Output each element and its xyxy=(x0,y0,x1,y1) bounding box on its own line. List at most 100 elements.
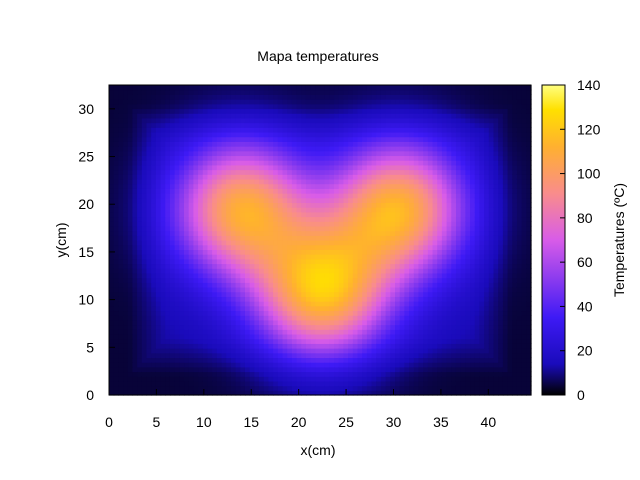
heatmap-cell xyxy=(132,169,138,175)
heatmap-cell xyxy=(395,99,401,105)
heatmap-cell xyxy=(160,127,166,133)
heatmap-cell xyxy=(446,202,452,208)
heatmap-cell xyxy=(455,338,462,344)
heatmap-cell xyxy=(169,85,176,91)
heatmap-cell xyxy=(451,188,457,194)
heatmap-cell xyxy=(118,85,124,91)
heatmap-cell xyxy=(273,122,279,128)
heatmap-cell xyxy=(418,315,424,321)
heatmap-cell xyxy=(315,286,321,293)
heatmap-cell xyxy=(216,357,223,363)
heatmap-cell xyxy=(287,362,293,368)
heatmap-cell xyxy=(296,277,302,283)
heatmap-cell xyxy=(132,305,138,312)
heatmap-cell xyxy=(212,343,218,349)
heatmap-cell xyxy=(268,319,274,326)
heatmap-cell xyxy=(455,240,462,246)
heatmap-cell xyxy=(221,89,227,95)
heatmap-cell xyxy=(160,277,166,283)
heatmap-cell xyxy=(404,235,410,241)
heatmap-cell xyxy=(155,301,162,307)
heatmap-cell xyxy=(441,113,448,119)
heatmap-cell xyxy=(165,164,171,171)
heatmap-cell xyxy=(291,183,298,189)
heatmap-cell xyxy=(287,197,293,204)
heatmap-cell xyxy=(315,150,321,157)
heatmap-cell xyxy=(385,357,391,363)
heatmap-cell xyxy=(226,202,232,208)
heatmap-cell xyxy=(324,94,330,100)
heatmap-cell xyxy=(352,141,359,147)
heatmap-cell xyxy=(427,230,434,236)
heatmap-cell xyxy=(437,178,443,185)
heatmap-cell xyxy=(113,122,119,128)
heatmap-cell xyxy=(212,366,218,373)
heatmap-cell xyxy=(188,146,194,152)
heatmap-cell xyxy=(174,371,180,377)
heatmap-cell xyxy=(226,305,232,312)
heatmap-cell xyxy=(212,390,218,396)
heatmap-cell xyxy=(385,178,391,185)
heatmap-cell xyxy=(409,160,415,166)
heatmap-cell xyxy=(437,113,443,119)
heatmap-cell xyxy=(362,221,368,227)
heatmap-cell xyxy=(348,385,354,391)
heatmap-cell xyxy=(169,249,176,255)
heatmap-cell xyxy=(259,305,265,312)
heatmap-cell xyxy=(409,85,415,91)
heatmap-cell xyxy=(437,211,443,218)
heatmap-cell xyxy=(380,122,387,128)
heatmap-cell xyxy=(409,390,415,396)
heatmap-cell xyxy=(113,221,119,227)
heatmap-cell xyxy=(338,197,345,204)
heatmap-cell xyxy=(184,296,190,302)
heatmap-cell xyxy=(226,141,232,147)
heatmap-cell xyxy=(338,286,345,293)
heatmap-cell xyxy=(338,146,345,152)
heatmap-cell xyxy=(240,291,246,297)
heatmap-cell xyxy=(376,296,382,302)
heatmap-cell xyxy=(362,240,368,246)
heatmap-cell xyxy=(343,244,349,250)
heatmap-cell xyxy=(437,376,443,382)
heatmap-cell xyxy=(409,202,415,208)
heatmap-cell xyxy=(207,282,213,288)
heatmap-cell xyxy=(301,146,307,152)
heatmap-cell xyxy=(123,357,129,363)
heatmap-cell xyxy=(254,380,260,387)
heatmap-cell xyxy=(230,99,237,105)
heatmap-cell xyxy=(329,362,335,368)
heatmap-cell xyxy=(437,272,443,279)
heatmap-cell xyxy=(127,352,134,359)
heatmap-cell xyxy=(380,352,387,359)
heatmap-cell xyxy=(160,352,166,359)
heatmap-cell xyxy=(441,338,448,344)
heatmap-cell xyxy=(305,244,312,250)
heatmap-cell xyxy=(132,197,138,204)
heatmap-cell xyxy=(123,225,129,232)
heatmap-cell xyxy=(366,254,373,260)
heatmap-cell xyxy=(263,282,270,288)
heatmap-cell xyxy=(282,136,288,142)
heatmap-cell xyxy=(455,301,462,307)
heatmap-cell xyxy=(282,338,288,344)
heatmap-cell xyxy=(460,258,466,265)
heatmap-cell xyxy=(202,122,209,128)
heatmap-cell xyxy=(109,207,115,213)
heatmap-cell xyxy=(380,390,387,396)
heatmap-cell xyxy=(273,329,279,335)
heatmap-cell xyxy=(216,207,223,213)
heatmap-cell xyxy=(146,301,152,307)
heatmap-cell xyxy=(155,305,162,312)
heatmap-cell xyxy=(338,113,345,119)
heatmap-cell xyxy=(385,221,391,227)
heatmap-cell xyxy=(404,197,410,204)
heatmap-cell xyxy=(235,169,241,175)
heatmap-cell xyxy=(395,390,401,396)
heatmap-cell xyxy=(146,141,152,147)
heatmap-cell xyxy=(123,390,129,396)
heatmap-cell xyxy=(385,268,391,274)
heatmap-cell xyxy=(113,117,119,124)
heatmap-cell xyxy=(357,357,363,363)
heatmap-cell xyxy=(324,103,330,110)
